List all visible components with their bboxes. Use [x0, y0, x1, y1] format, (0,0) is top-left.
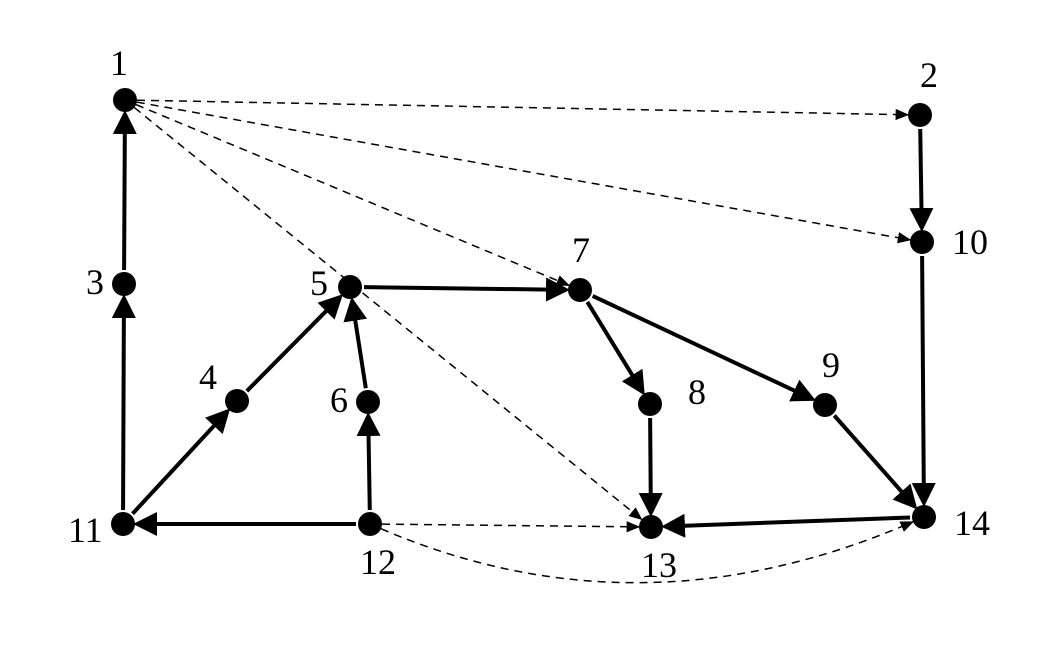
node-label-4: 4 — [199, 357, 217, 397]
node-2 — [908, 103, 932, 127]
node-label-14: 14 — [954, 503, 990, 543]
node-label-1: 1 — [110, 43, 128, 83]
edge-8-13 — [650, 418, 651, 513]
node-label-11: 11 — [68, 510, 103, 550]
node-label-7: 7 — [572, 230, 590, 270]
node-14 — [912, 505, 936, 529]
node-8 — [638, 392, 662, 416]
edge-11-4 — [133, 411, 228, 513]
node-label-9: 9 — [822, 345, 840, 385]
node-label-12: 12 — [360, 542, 396, 582]
node-13 — [639, 515, 663, 539]
edge-1-7 — [136, 105, 569, 286]
edge-6-5 — [352, 301, 366, 388]
edge-14-13 — [665, 518, 910, 527]
node-6 — [356, 390, 380, 414]
edge-5-7 — [364, 287, 566, 290]
node-5 — [338, 275, 362, 299]
labels-layer: 1234567891011121314 — [68, 43, 990, 585]
node-7 — [568, 278, 592, 302]
node-label-5: 5 — [310, 263, 328, 303]
node-12 — [358, 512, 382, 536]
edge-1-2 — [137, 100, 908, 115]
edge-11-3 — [123, 298, 124, 510]
edge-3-1 — [124, 114, 125, 270]
edge-12-6 — [368, 416, 370, 510]
node-label-10: 10 — [952, 222, 988, 262]
node-1 — [113, 88, 137, 112]
edge-2-10 — [920, 129, 922, 228]
node-label-6: 6 — [330, 380, 348, 420]
node-11 — [111, 512, 135, 536]
dashed-edges-layer — [134, 100, 913, 582]
node-3 — [112, 272, 136, 296]
node-10 — [910, 230, 934, 254]
edge-10-14 — [922, 256, 924, 503]
edge-12-13 — [382, 524, 639, 527]
graph-canvas: 1234567891011121314 — [0, 0, 1041, 657]
node-label-8: 8 — [688, 372, 706, 412]
nodes-layer — [111, 88, 936, 539]
edge-1-13 — [134, 108, 641, 520]
node-label-3: 3 — [86, 262, 104, 302]
edge-1-10 — [137, 102, 910, 240]
node-9 — [813, 393, 837, 417]
solid-edges-layer — [123, 114, 924, 526]
node-4 — [225, 389, 249, 413]
edge-4-5 — [247, 297, 340, 391]
node-label-2: 2 — [920, 55, 938, 95]
node-label-13: 13 — [641, 545, 677, 585]
edge-9-14 — [834, 415, 914, 506]
